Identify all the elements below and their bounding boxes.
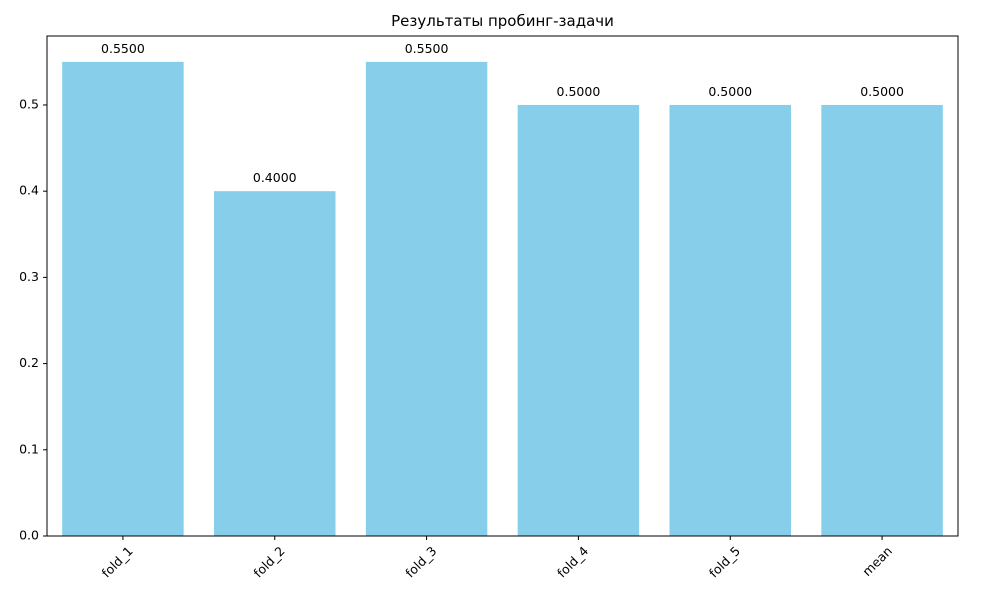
data-label-fold_4: 0.5000 bbox=[557, 84, 601, 99]
x-axis: fold_1 fold_2 fold_3 fold_4 fold_5 mean bbox=[99, 536, 895, 581]
bar-mean bbox=[821, 104, 943, 536]
x-tick-label-fold_5: fold_5 bbox=[706, 543, 743, 580]
bar-fold_2 bbox=[214, 191, 336, 536]
bar-fold_3 bbox=[365, 61, 488, 537]
x-tick-label-fold_4: fold_4 bbox=[554, 543, 591, 580]
y-tick-label-2: 0.2 bbox=[19, 355, 39, 370]
plot-frame bbox=[46, 35, 959, 537]
chart-title: Результаты пробинг-задачи bbox=[391, 12, 614, 30]
y-axis: 0.0 0.1 0.2 0.3 0.4 0.5 bbox=[19, 96, 47, 543]
data-labels-group: 0.5500 0.4000 0.5500 0.5000 0.5000 0.5000 bbox=[101, 41, 904, 185]
y-tick-label-5: 0.5 bbox=[19, 96, 39, 111]
bars-group bbox=[62, 61, 943, 537]
x-tick-label-fold_3: fold_3 bbox=[402, 543, 439, 580]
y-tick-label-3: 0.3 bbox=[19, 269, 39, 284]
bar-fold_1 bbox=[62, 61, 184, 537]
bar-fold_5 bbox=[669, 104, 791, 536]
y-tick-label-4: 0.4 bbox=[19, 183, 39, 198]
bar-fold_4 bbox=[517, 104, 640, 536]
x-tick-label-fold_1: fold_1 bbox=[99, 543, 136, 580]
y-tick-label-0: 0.0 bbox=[19, 528, 39, 543]
y-tick-label-1: 0.1 bbox=[19, 441, 39, 456]
x-tick-label-mean: mean bbox=[859, 543, 895, 579]
x-tick-label-fold_2: fold_2 bbox=[250, 543, 287, 580]
data-label-fold_2: 0.4000 bbox=[253, 170, 297, 185]
data-label-fold_5: 0.5000 bbox=[708, 84, 752, 99]
data-label-fold_3: 0.5500 bbox=[405, 41, 449, 56]
data-label-fold_1: 0.5500 bbox=[101, 41, 145, 56]
data-label-mean: 0.5000 bbox=[860, 84, 904, 99]
